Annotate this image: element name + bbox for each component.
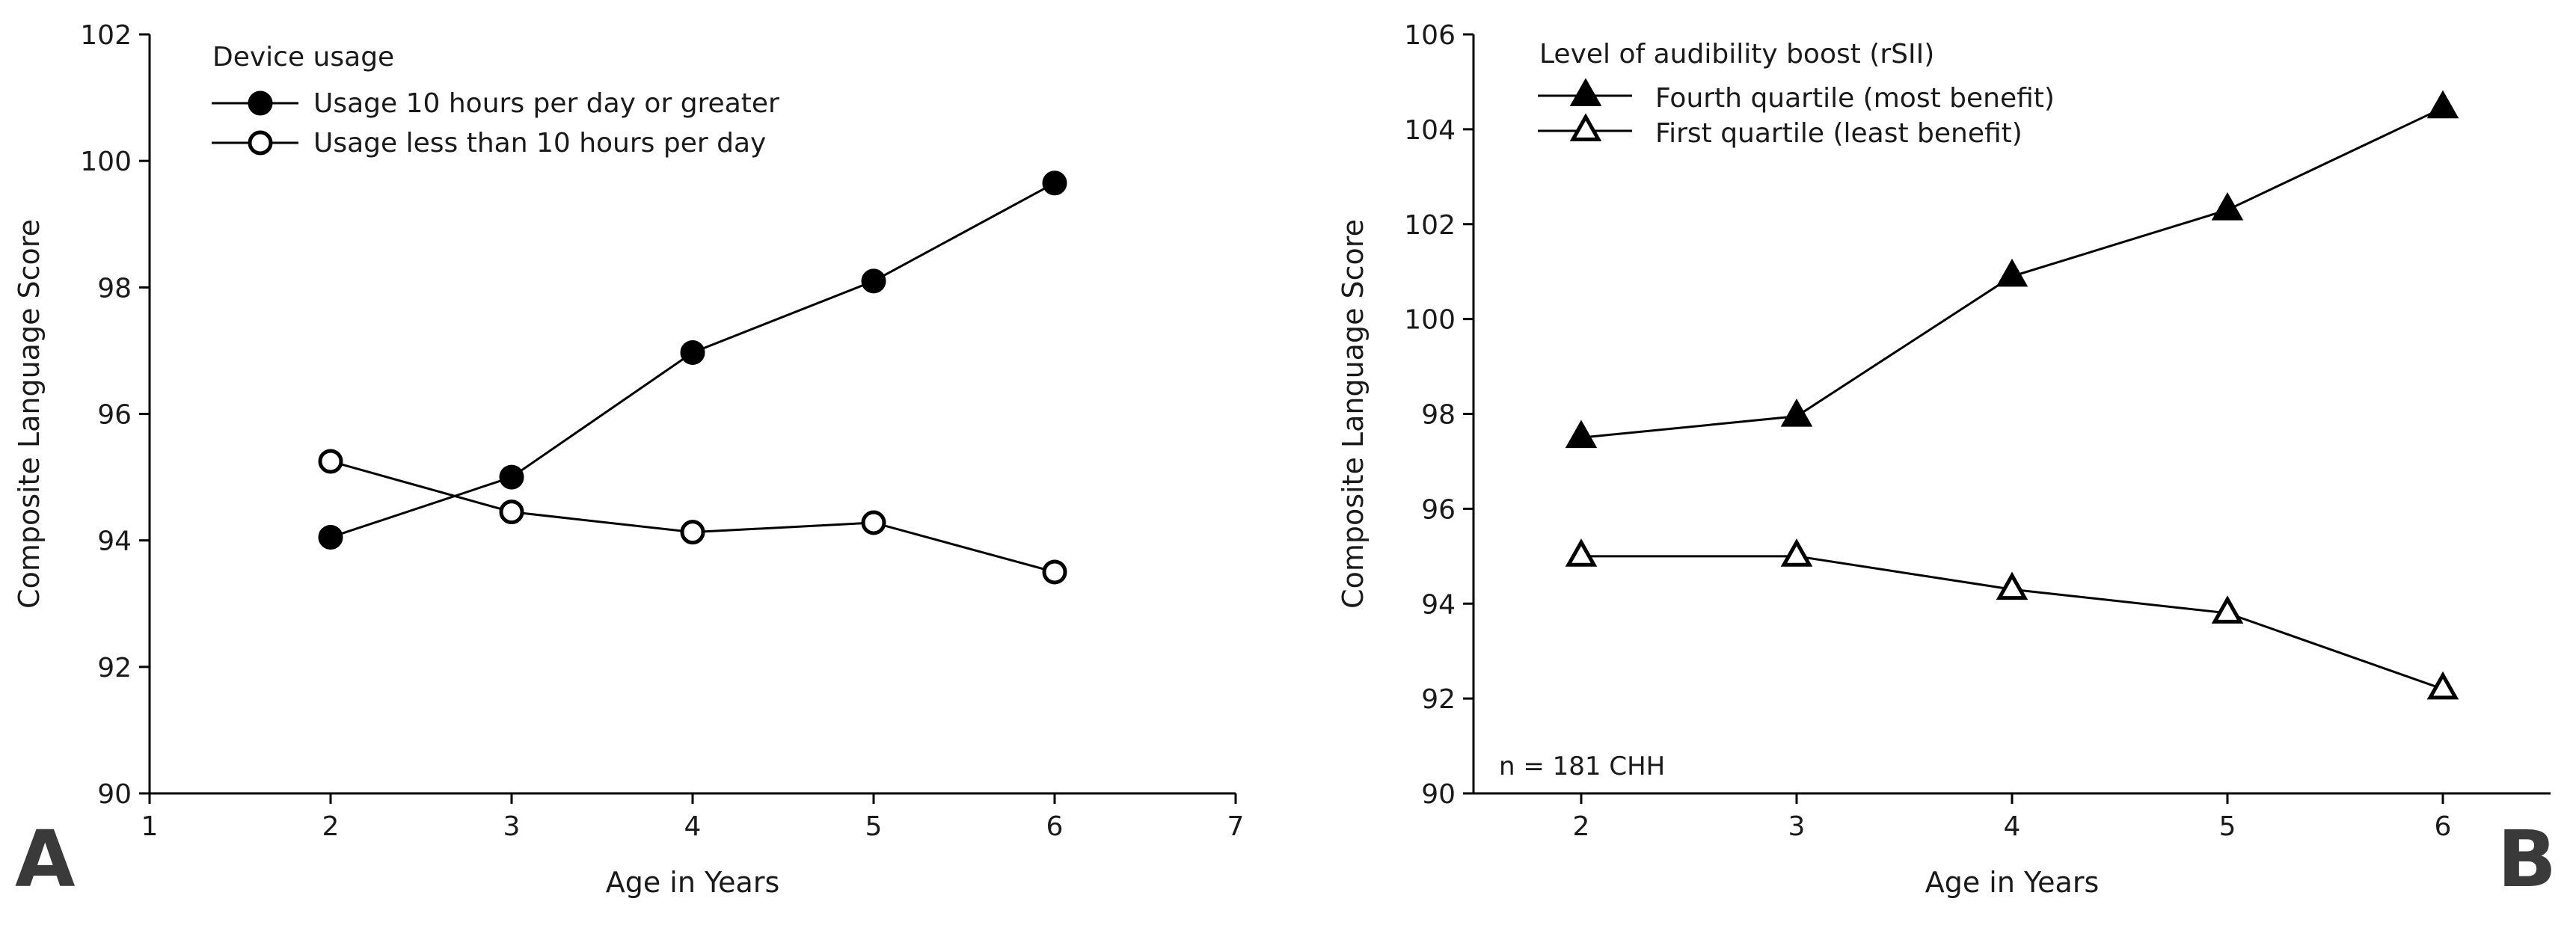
data-point-series-2 (499, 500, 524, 525)
y-tick-label: 100 (80, 147, 132, 177)
data-point-series-1 (2211, 192, 2244, 221)
y-axis-title: Composite Language Score (13, 219, 46, 609)
x-tick-label: 1 (141, 811, 159, 842)
y-tick-label: 94 (1421, 589, 1456, 620)
x-tick-label: 2 (322, 811, 340, 842)
y-tick-label: 94 (97, 526, 132, 557)
y-tick-label: 92 (97, 653, 132, 683)
x-axis-title: Age in Years (606, 866, 780, 899)
data-point-series-1 (861, 268, 886, 294)
data-point-series-1 (2426, 90, 2459, 119)
x-axis-title: Age in Years (1925, 866, 2100, 899)
data-point-series-1 (1996, 258, 2028, 287)
legend-title: Level of audibility boost (rSII) (1539, 39, 1934, 70)
data-point-series-2 (318, 449, 343, 474)
x-tick-label: 7 (1227, 811, 1245, 842)
data-point-series-2 (2211, 595, 2244, 624)
y-tick-label: 100 (1404, 305, 1456, 336)
data-point-series-2 (2426, 671, 2459, 700)
chart-panel-a: 90 92 94 96 98 100 102 1 2 3 4 5 6 7 Composite Languag… (13, 20, 1244, 905)
legend-label-2: Usage less than 10 hours per day (313, 128, 766, 159)
legend-label-2: First quartile (least benefit) (1655, 118, 2023, 149)
data-point-series-1 (1042, 170, 1067, 196)
legend-marker-1 (248, 90, 273, 116)
data-point-series-1 (318, 524, 343, 550)
y-tick-label: 96 (1421, 494, 1456, 525)
x-tick-label: 4 (684, 811, 702, 842)
legend-marker-2 (1569, 113, 1602, 141)
data-point-series-2 (1780, 538, 1813, 567)
data-point-series-1 (499, 464, 524, 490)
data-point-series-1 (1780, 399, 1813, 427)
data-point-series-1 (1565, 420, 1598, 449)
x-tick-label: 6 (1046, 811, 1064, 842)
x-tick-label: 6 (2435, 811, 2452, 842)
legend-marker-2 (248, 130, 273, 156)
data-point-series-2 (861, 510, 886, 535)
data-point-series-2 (1996, 571, 2028, 600)
x-tick-label: 4 (2004, 811, 2021, 842)
data-point-series-2 (1565, 538, 1598, 567)
y-tick-label: 104 (1404, 115, 1456, 146)
panel-letter: A (15, 814, 76, 905)
x-tick-label: 3 (503, 811, 521, 842)
legend-marker-1 (1569, 78, 1602, 106)
x-tick-label: 3 (1788, 811, 1806, 842)
y-tick-label: 98 (97, 273, 132, 304)
legend-label-1: Usage 10 hours per day or greater (313, 88, 779, 119)
series-line-2 (330, 460, 1055, 574)
y-axis-title: Composite Language Score (1337, 219, 1370, 609)
sample-size-annotation: n = 181 CHH (1499, 752, 1665, 781)
x-tick-label: 5 (865, 811, 883, 842)
data-point-series-2 (1042, 559, 1067, 585)
chart-panel-b: 90 92 94 96 98 100 102 104 106 2 3 4 5 6 Composite Lan… (1337, 20, 2557, 905)
data-point-series-1 (680, 339, 705, 365)
y-tick-label: 102 (80, 20, 132, 51)
y-tick-label: 92 (1421, 684, 1456, 715)
legend-title: Device usage (212, 42, 394, 73)
y-tick-label: 98 (1421, 400, 1456, 431)
y-tick-label: 106 (1404, 20, 1456, 51)
legend-label-1: Fourth quartile (most benefit) (1655, 83, 2055, 114)
data-point-series-2 (680, 520, 705, 545)
y-tick-label: 90 (97, 779, 132, 810)
x-tick-label: 2 (1573, 811, 1590, 842)
y-tick-label: 102 (1404, 210, 1456, 241)
y-tick-label: 90 (1421, 779, 1456, 810)
panel-letter: B (2497, 814, 2557, 905)
y-tick-label: 96 (97, 400, 132, 431)
x-tick-label: 5 (2219, 811, 2236, 842)
